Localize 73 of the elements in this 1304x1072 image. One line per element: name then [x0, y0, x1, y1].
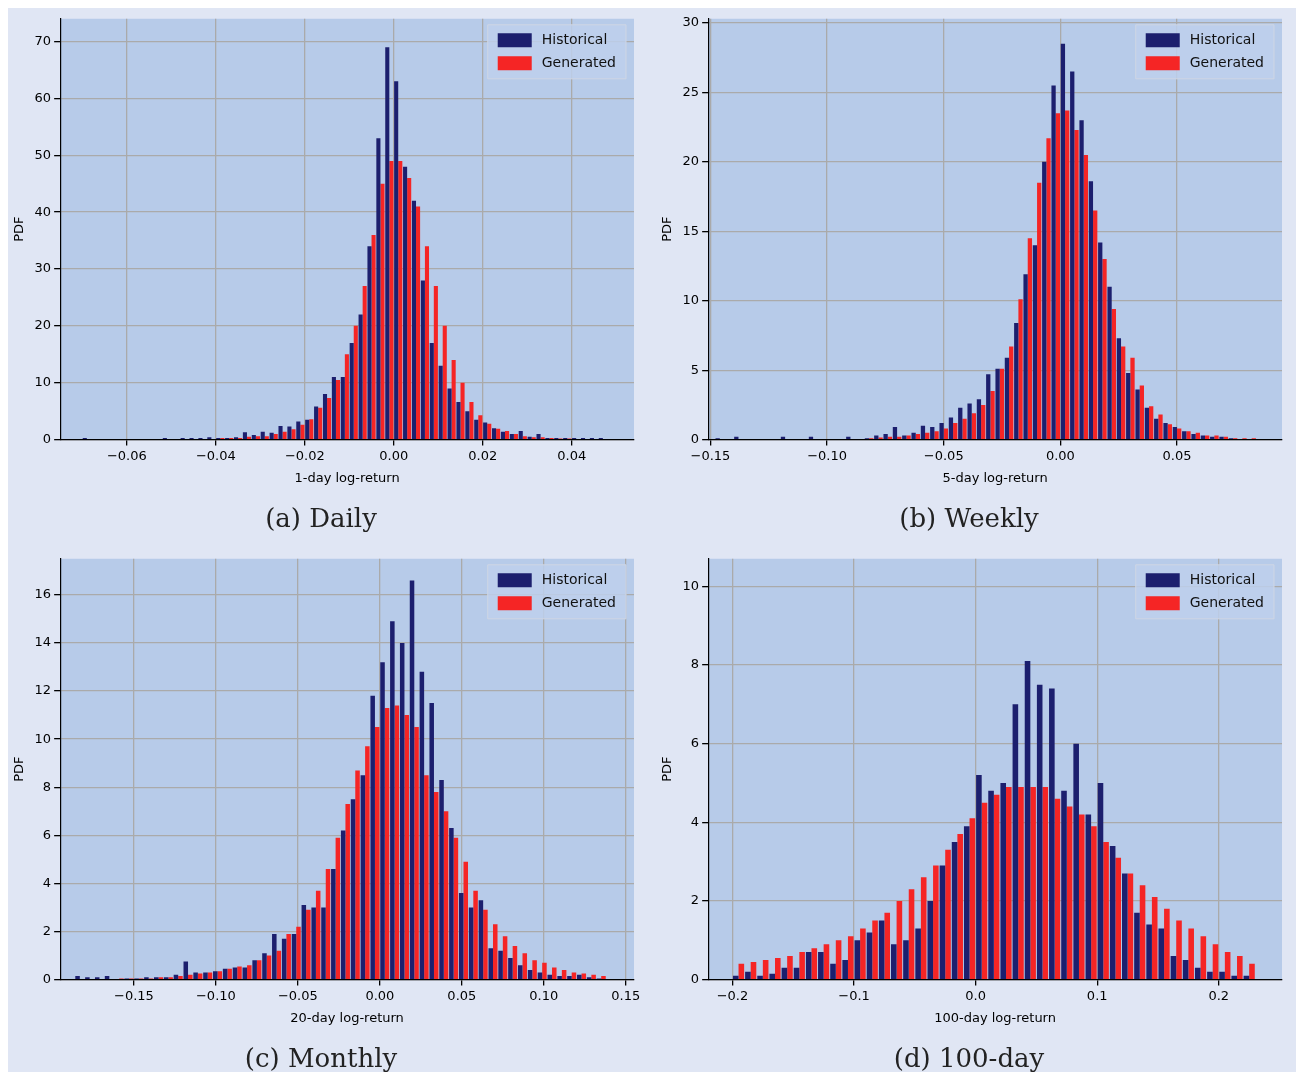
- y-tick-label: 0: [42, 970, 52, 986]
- y-tick-label: 50: [34, 146, 52, 162]
- y-tick-label: 2: [42, 922, 52, 938]
- y-tick-label: 8: [690, 656, 700, 672]
- x-tick-label: −0.15: [114, 987, 154, 1003]
- x-tick-label: 0.2: [1208, 987, 1230, 1003]
- x-tick-label: −0.05: [277, 987, 318, 1003]
- y-tick-label: 70: [34, 32, 52, 48]
- y-tick-label: 10: [682, 577, 700, 593]
- x-tick-label: 0.0: [965, 987, 986, 1003]
- y-tick-label: 6: [42, 826, 52, 842]
- y-tick-label: 16: [34, 586, 52, 602]
- legend-label: Generated: [1189, 593, 1265, 610]
- y-axis-title: PDF: [11, 216, 27, 242]
- x-tick-label: −0.10: [807, 447, 848, 463]
- y-axis-title: PDF: [659, 216, 675, 242]
- y-tick-label: 40: [34, 203, 52, 219]
- legend-label: Generated: [541, 53, 617, 70]
- x-axis-title: 1-day log-return: [294, 470, 400, 486]
- x-tick-label: 0.1: [1086, 987, 1108, 1003]
- y-tick-label: 10: [34, 730, 52, 746]
- y-axis-title: PDF: [11, 756, 27, 782]
- x-tick-label: 0.02: [468, 447, 498, 463]
- legend-label: Historical: [1189, 570, 1256, 587]
- y-tick-label: 30: [34, 260, 52, 276]
- y-tick-label: 12: [34, 682, 52, 698]
- y-tick-label: 8: [42, 778, 52, 794]
- y-tick-label: 20: [682, 153, 700, 169]
- text: (d) 100-day: [893, 1043, 1045, 1072]
- x-tick-label: 0.04: [557, 447, 587, 463]
- legend-label: Historical: [1189, 30, 1256, 47]
- x-axis-title: 100-day log-return: [934, 1010, 1056, 1026]
- legend-label: Generated: [1189, 53, 1265, 70]
- y-tick-label: 5: [690, 361, 700, 377]
- y-tick-label: 20: [34, 317, 52, 333]
- x-tick-label: −0.10: [195, 987, 236, 1003]
- y-tick-label: 25: [682, 83, 700, 99]
- x-axis-title: 20-day log-return: [290, 1010, 404, 1026]
- x-tick-label: −0.1: [838, 987, 870, 1003]
- text: (b) Weekly: [899, 503, 1039, 534]
- text: (c) Monthly: [244, 1043, 398, 1072]
- legend-label: Historical: [541, 30, 608, 47]
- y-tick-label: 30: [682, 14, 700, 30]
- y-tick-label: 2: [690, 892, 700, 908]
- x-axis-title: 5-day log-return: [942, 470, 1048, 486]
- x-tick-label: 0.05: [1162, 447, 1192, 463]
- text: (a) Daily: [265, 503, 378, 534]
- x-tick-label: −0.04: [195, 447, 236, 463]
- y-tick-label: 60: [34, 89, 52, 105]
- y-tick-label: 10: [682, 292, 700, 308]
- y-tick-label: 0: [690, 430, 700, 446]
- y-tick-label: 14: [34, 634, 52, 650]
- y-tick-label: 4: [42, 874, 52, 890]
- x-tick-label: −0.15: [690, 447, 731, 463]
- y-axis-title: PDF: [659, 756, 675, 782]
- legend-label: Historical: [541, 570, 608, 587]
- x-tick-label: −0.05: [923, 447, 964, 463]
- x-tick-label: −0.02: [284, 447, 325, 463]
- x-tick-label: 0.00: [379, 447, 409, 463]
- y-tick-label: 10: [34, 374, 52, 390]
- x-tick-label: 0.15: [611, 987, 641, 1003]
- x-tick-label: 0.00: [365, 987, 395, 1003]
- x-tick-label: −0.06: [106, 447, 147, 463]
- y-tick-label: 15: [682, 222, 700, 238]
- y-tick-label: 0: [42, 430, 52, 446]
- y-tick-label: 0: [690, 970, 700, 986]
- y-tick-label: 6: [690, 735, 700, 751]
- legend-label: Generated: [541, 593, 617, 610]
- y-tick-label: 4: [690, 813, 700, 829]
- x-tick-label: 0.00: [1045, 447, 1075, 463]
- x-tick-label: 0.05: [447, 987, 477, 1003]
- x-tick-label: −0.2: [716, 987, 749, 1003]
- x-tick-label: 0.10: [529, 987, 559, 1003]
